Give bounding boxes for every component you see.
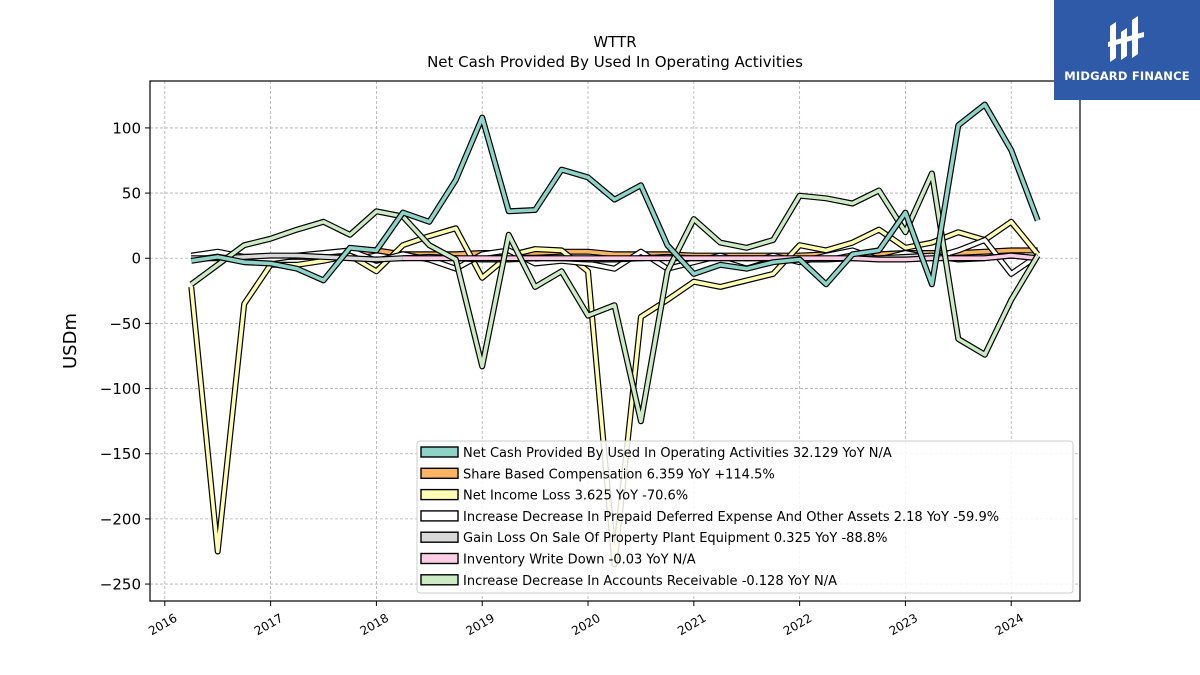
- series-line-5: [402, 252, 1038, 263]
- y-tick-label: −100: [100, 380, 141, 398]
- legend-swatch: [420, 467, 459, 479]
- y-tick-label: 50: [122, 185, 141, 203]
- x-tick-label: 2022: [781, 611, 814, 638]
- y-tick-label: 100: [112, 119, 141, 137]
- legend-swatch: [420, 574, 459, 586]
- brand-logo: MIDGARD FINANCE: [1054, 0, 1200, 100]
- series-stroke: [191, 102, 1040, 287]
- legend-swatch: [420, 488, 459, 501]
- x-tick-label: 2017: [252, 611, 285, 638]
- legend-swatch: [420, 531, 459, 543]
- legend: Net Cash Provided By Used In Operating A…: [416, 440, 1074, 594]
- legend-label: Increase Decrease In Accounts Receivable…: [463, 574, 837, 589]
- legend-swatch: [420, 510, 459, 522]
- chart-subtitle: Net Cash Provided By Used In Operating A…: [427, 53, 803, 71]
- logo-mark-icon: [1108, 16, 1144, 62]
- x-tick-label: 2019: [463, 611, 496, 638]
- y-tick-label: 0: [131, 250, 141, 268]
- legend-label: Increase Decrease In Prepaid Deferred Ex…: [463, 510, 999, 525]
- x-tick-label: 2024: [993, 611, 1026, 638]
- y-tick-label: −200: [100, 510, 141, 528]
- legend-label: Gain Loss On Sale Of Property Plant Equi…: [463, 531, 887, 546]
- chart-title: WTTR: [593, 33, 636, 51]
- series-line-0: [190, 101, 1041, 288]
- series-stroke: [190, 171, 1040, 424]
- y-tick-label: −150: [100, 445, 141, 463]
- x-tick-label: 2021: [675, 611, 708, 638]
- series-stroke: [402, 253, 1038, 262]
- logo-text: MIDGARD FINANCE: [1064, 69, 1190, 83]
- y-tick-label: −50: [109, 315, 141, 333]
- x-tick-label: 2023: [887, 611, 920, 638]
- y-tick-label: −250: [100, 576, 141, 594]
- legend-swatch: [420, 552, 459, 565]
- y-axis-label: USDm: [60, 313, 81, 369]
- series-outline: [189, 170, 1041, 425]
- x-tick-label: 2016: [146, 611, 179, 638]
- legend-box: [416, 440, 1074, 594]
- legend-label: Net Income Loss 3.625 YoY -70.6%: [463, 489, 688, 504]
- legend-label: Share Based Compensation 6.359 YoY +114.…: [463, 467, 775, 482]
- x-tick-label: 2020: [569, 611, 602, 638]
- legend-label: Inventory Write Down -0.03 YoY N/A: [463, 553, 696, 568]
- legend-label: Net Cash Provided By Used In Operating A…: [463, 446, 892, 461]
- plot-area-frame: [149, 80, 1081, 602]
- series-line-6: [189, 170, 1041, 425]
- x-tick-label: 2018: [358, 611, 391, 638]
- legend-swatch: [420, 446, 459, 458]
